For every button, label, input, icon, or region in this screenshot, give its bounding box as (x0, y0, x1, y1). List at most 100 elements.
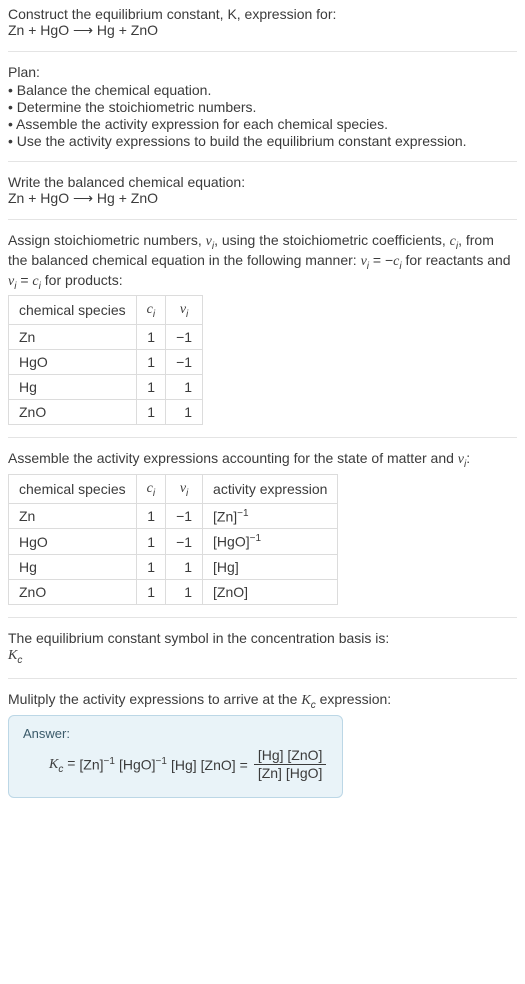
table-row: ZnO 1 1 [ZnO] (9, 580, 338, 605)
multiply-text: Mulitply the activity expressions to arr… (8, 691, 517, 711)
balanced-equation: Zn + HgO ⟶ Hg + ZnO (8, 190, 517, 207)
kc-symbol: Kc (8, 646, 517, 666)
table-header: ci (136, 296, 165, 325)
c-cell: 1 (136, 350, 165, 375)
table-header: νi (166, 296, 203, 325)
activity-cell: [Zn]−1 (203, 503, 338, 529)
subscript: i (367, 261, 369, 272)
stoich-text: , using the stoichiometric coefficients, (214, 232, 450, 248)
term: [Hg] (171, 757, 197, 773)
species-cell: ZnO (9, 580, 137, 605)
kc: K (8, 648, 17, 663)
species-cell: HgO (9, 529, 137, 555)
term: [Zn]−1 (79, 756, 115, 773)
equals: = (240, 757, 248, 773)
plan-list: • Balance the chemical equation. • Deter… (8, 82, 517, 149)
v-cell: 1 (166, 375, 203, 400)
subscript: c (311, 700, 316, 711)
table-row: ZnO 1 1 (9, 400, 203, 425)
stoich-text: and (487, 252, 510, 268)
stoich-text: Assign stoichiometric numbers, (8, 232, 206, 248)
activity-exp: −1 (237, 508, 248, 519)
page: Construct the equilibrium constant, K, e… (0, 0, 525, 818)
subscript: i (153, 309, 155, 320)
activity-exp: −1 (250, 533, 261, 544)
kc: K (301, 693, 310, 708)
stoich-text: for products: (41, 272, 123, 288)
table-header: ci (136, 474, 165, 503)
stoich-text: the balanced chemical equation in the fo… (8, 252, 361, 268)
activity-base: [Hg] (213, 559, 239, 575)
table-row: Hg 1 1 (9, 375, 203, 400)
fraction-numerator: [Hg] [ZnO] (254, 747, 327, 766)
header-label: chemical species (19, 481, 126, 497)
v-cell: 1 (166, 400, 203, 425)
fraction: [Hg] [ZnO] [Zn] [HgO] (254, 747, 327, 783)
term-base: [Zn] (79, 757, 103, 773)
separator (8, 437, 517, 438)
table-row: HgO 1 −1 (9, 350, 203, 375)
separator (8, 617, 517, 618)
table-header: νi (166, 474, 203, 503)
separator (8, 51, 517, 52)
answer-label: Answer: (23, 726, 328, 741)
c-cell: 1 (136, 529, 165, 555)
table-row: HgO 1 −1 [HgO]−1 (9, 529, 338, 555)
activity-table: chemical species ci νi activity expressi… (8, 474, 338, 605)
plan-item: • Use the activity expressions to build … (8, 133, 517, 149)
header-label: activity expression (213, 481, 327, 497)
kc-lhs: Kc = (23, 755, 75, 775)
c-cell: 1 (136, 580, 165, 605)
species-cell: HgO (9, 350, 137, 375)
c-cell: 1 (136, 555, 165, 580)
answer-box: Answer: Kc = [Zn]−1 [HgO]−1 [Hg] [ZnO] =… (8, 715, 343, 798)
plan-item: • Assemble the activity expression for e… (8, 116, 517, 132)
v-cell: −1 (166, 503, 203, 529)
fraction-denominator: [Zn] [HgO] (254, 765, 327, 783)
term: [HgO]−1 (119, 756, 167, 773)
kc-symbol-text: The equilibrium constant symbol in the c… (8, 630, 517, 646)
separator (8, 219, 517, 220)
separator (8, 678, 517, 679)
intro-text: Construct the equilibrium constant, K, e… (8, 6, 336, 22)
subscript: i (186, 309, 188, 320)
term: [ZnO] (201, 757, 236, 773)
table-header-row: chemical species ci νi activity expressi… (9, 474, 338, 503)
species-cell: Zn (9, 503, 137, 529)
table-header: activity expression (203, 474, 338, 503)
subscript: i (186, 488, 188, 499)
header-label: chemical species (19, 302, 126, 318)
term-exp: −1 (104, 756, 115, 767)
subscript: i (464, 459, 466, 470)
species-cell: ZnO (9, 400, 137, 425)
table-row: Zn 1 −1 (9, 325, 203, 350)
table-header: chemical species (9, 474, 137, 503)
separator (8, 161, 517, 162)
intro-line: Construct the equilibrium constant, K, e… (8, 6, 517, 22)
subscript: i (153, 488, 155, 499)
subscript: c (17, 655, 22, 666)
v-cell: −1 (166, 529, 203, 555)
species-cell: Zn (9, 325, 137, 350)
c-cell: 1 (136, 503, 165, 529)
species-cell: Hg (9, 555, 137, 580)
table-row: Zn 1 −1 [Zn]−1 (9, 503, 338, 529)
term-base: [HgO] (119, 757, 156, 773)
answer-expression: Kc = [Zn]−1 [HgO]−1 [Hg] [ZnO] = [Hg] [Z… (23, 747, 328, 783)
activity-base: [Zn] (213, 508, 237, 524)
c-cell: 1 (136, 375, 165, 400)
c-cell: 1 (136, 400, 165, 425)
v-cell: −1 (166, 325, 203, 350)
activity-base: [HgO] (213, 534, 250, 550)
term-exp: −1 (156, 756, 167, 767)
v-cell: 1 (166, 555, 203, 580)
activity-heading: Assemble the activity expressions accoun… (8, 450, 517, 470)
stoich-text: , from (458, 232, 494, 248)
balanced-heading: Write the balanced chemical equation: (8, 174, 517, 190)
table-row: Hg 1 1 [Hg] (9, 555, 338, 580)
c-cell: 1 (136, 325, 165, 350)
activity-base: [ZnO] (213, 584, 248, 600)
table-header: chemical species (9, 296, 137, 325)
activity-cell: [HgO]−1 (203, 529, 338, 555)
subscript: i (14, 280, 16, 291)
